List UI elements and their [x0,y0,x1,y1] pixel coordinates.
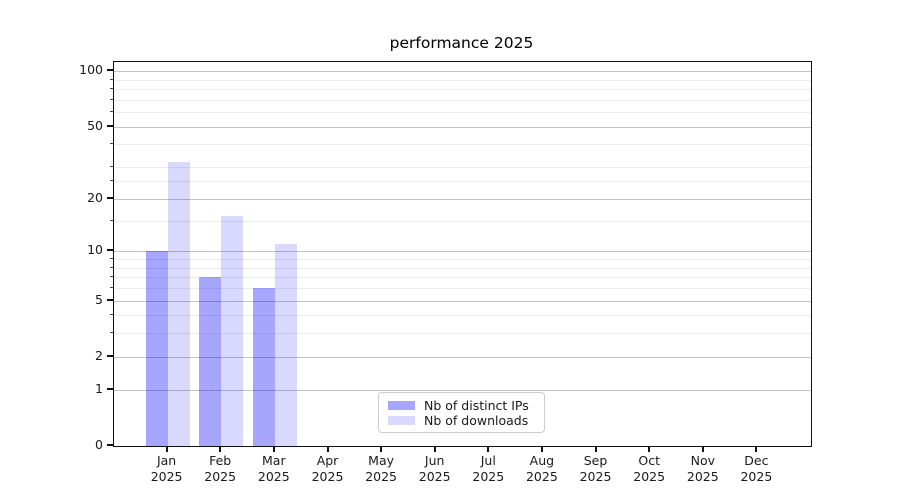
y-tick-label: 2 [95,347,103,363]
y-tick [107,249,113,252]
y-minor-tick [110,98,113,100]
y-tick-label: 5 [95,291,103,307]
bar-distinct-ips-feb [199,277,222,446]
bar-distinct-ips-mar [252,288,275,446]
x-tick [540,447,543,452]
gridline-minor [114,259,811,260]
x-tick [487,447,490,452]
y-minor-tick [110,166,113,168]
legend-swatch-downloads [388,416,415,425]
y-minor-tick [110,219,113,221]
y-minor-tick [110,111,113,113]
gridline-minor [114,144,811,146]
plot-area [113,61,812,447]
y-tick [107,124,113,127]
legend-label-distinct-ips: Nb of distinct IPs [424,398,529,413]
x-tick [648,447,651,452]
x-tick-label: Apr 2025 [311,453,344,484]
legend-swatch-distinct-ips [388,401,415,410]
y-tick [107,444,113,446]
gridline-minor [114,277,811,279]
y-minor-tick [110,287,113,288]
x-tick [326,447,329,452]
legend: Nb of distinct IPs Nb of downloads [378,392,545,433]
gridline-minor [114,79,811,81]
x-tick-label: Oct 2025 [633,453,666,484]
x-tick [272,447,275,452]
legend-item-downloads: Nb of downloads [388,413,535,428]
y-minor-tick [110,314,113,316]
gridline-major [114,300,811,302]
x-tick-label: Feb 2025 [204,453,237,484]
y-minor-tick [110,88,113,90]
y-tick-label: 1 [95,380,103,396]
gridline-minor [114,333,811,335]
y-tick [107,69,113,72]
chart-title: performance 2025 [389,34,534,52]
x-tick-label: May 2025 [365,453,397,484]
y-minor-tick [110,276,113,278]
y-tick-label: 0 [95,437,103,452]
y-minor-tick [110,78,113,80]
x-tick [755,447,758,452]
y-tick [107,354,113,357]
x-tick-label: Nov 2025 [686,453,719,484]
x-tick [165,447,168,452]
gridline-major [114,198,811,200]
legend-label-downloads: Nb of downloads [424,413,529,428]
bar-downloads-mar [274,244,297,446]
gridline-minor [114,167,811,169]
gridline-major [114,356,811,358]
x-tick-label: Sep 2025 [579,453,612,484]
y-minor-tick [110,266,113,268]
x-tick-label: Jun 2025 [418,453,451,484]
gridline-major [114,126,811,128]
y-tick-label: 50 [87,117,103,133]
gridline-minor [114,220,811,222]
y-minor-tick [110,332,113,334]
bar-downloads-feb [221,215,244,446]
gridline-minor [114,99,811,101]
bar-distinct-ips-jan [145,251,168,446]
gridline-minor [114,267,811,269]
x-tick [433,447,436,452]
y-tick-label: 20 [87,189,103,205]
x-tick-label: Mar 2025 [257,453,290,484]
gridline-minor [114,89,811,91]
y-tick [107,298,113,301]
y-minor-tick [110,180,113,182]
y-minor-tick [110,258,113,259]
x-tick-label: Jan 2025 [150,453,183,484]
x-tick-label: Dec 2025 [740,453,773,484]
gridline-minor [114,288,811,289]
x-tick [701,447,704,452]
gridline-minor [114,112,811,114]
gridline-minor [114,315,811,317]
y-tick-label: 100 [79,62,103,78]
y-tick [107,387,113,390]
x-tick [594,447,597,452]
y-minor-tick [110,143,113,145]
gridline-minor [114,181,811,183]
x-tick-label: Aug 2025 [525,453,558,484]
legend-item-distinct-ips: Nb of distinct IPs [388,398,535,413]
x-tick [380,447,383,452]
gridline-major [114,251,811,253]
y-tick-label: 10 [87,242,103,258]
bar-downloads-jan [167,162,190,446]
gridline-major [114,389,811,391]
x-tick [219,447,222,452]
y-tick [107,196,113,199]
x-tick-label: Jul 2025 [472,453,505,484]
gridline-major [114,71,811,73]
